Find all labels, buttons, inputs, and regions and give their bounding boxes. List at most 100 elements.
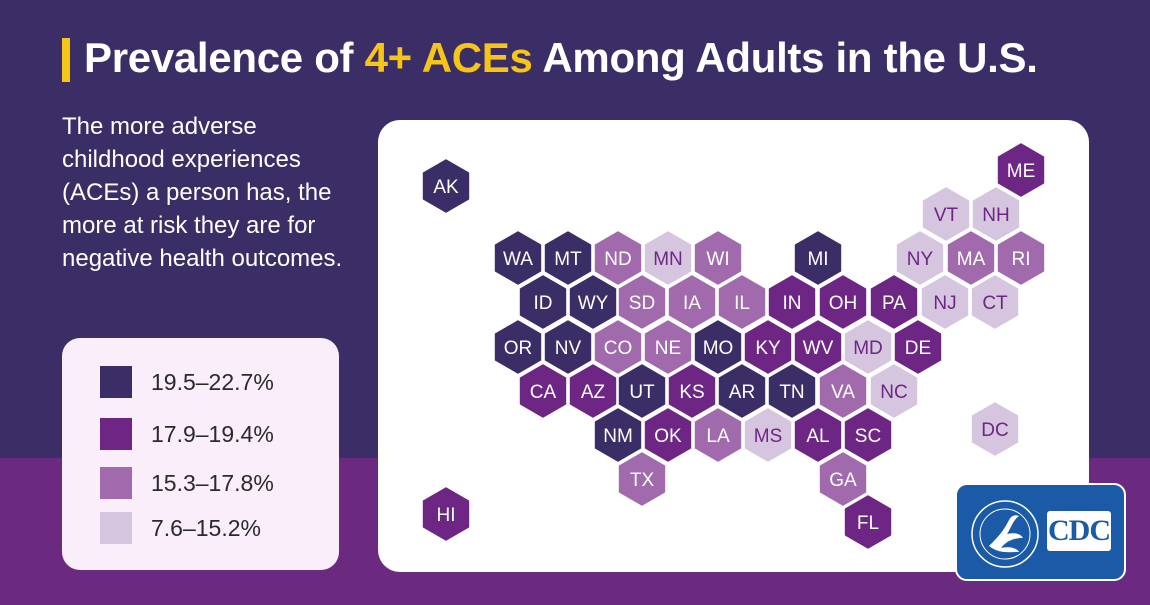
state-label: WY: [578, 293, 609, 314]
state-hex-shape: [995, 140, 1047, 200]
state-hex-shape: [792, 405, 844, 465]
state-hex-mi: MI: [792, 228, 844, 288]
state-hex-id: ID: [517, 272, 569, 332]
state-label: UT: [629, 382, 655, 403]
legend-swatch: [100, 366, 132, 398]
page-title: Prevalence of 4+ ACEs Among Adults in th…: [84, 34, 1038, 81]
state-hex-shape: [420, 484, 472, 544]
state-hex-ct: CT: [969, 272, 1021, 332]
state-label: MA: [957, 249, 986, 270]
legend-label: 17.9–19.4%: [151, 421, 274, 447]
state-hex-shape: [716, 361, 768, 421]
state-hex-shape: [742, 317, 794, 377]
state-label: IL: [734, 293, 750, 314]
state-label: ME: [1007, 161, 1036, 182]
state-hex-ar: AR: [716, 361, 768, 421]
state-hex-la: LA: [692, 405, 744, 465]
state-label: MI: [807, 249, 828, 270]
state-label: KS: [679, 382, 704, 403]
state-hex-shape: [868, 361, 920, 421]
state-label: KY: [755, 338, 781, 359]
state-hex-or: OR: [492, 317, 544, 377]
state-hex-ut: UT: [616, 361, 668, 421]
state-label: GA: [829, 470, 857, 491]
state-hex-il: IL: [716, 272, 768, 332]
state-label: VA: [831, 382, 855, 403]
state-label: NV: [555, 338, 582, 359]
state-hex-shape: [616, 272, 668, 332]
state-hex-shape: [792, 228, 844, 288]
state-label: LA: [706, 426, 730, 447]
state-label: AZ: [581, 382, 606, 403]
state-hex-shape: [592, 317, 644, 377]
title-highlight: 4+ ACEs: [364, 34, 533, 81]
state-hex-pa: PA: [868, 272, 920, 332]
intro-text: The more adverse childhood experiences (…: [62, 113, 343, 272]
state-hex-fl: FL: [842, 492, 894, 552]
state-hex-shape: [666, 272, 718, 332]
state-hex-wy: WY: [567, 272, 619, 332]
state-label: ID: [534, 293, 553, 314]
state-hex-ak: AK: [420, 156, 472, 216]
legend-label: 7.6–15.2%: [151, 515, 261, 541]
state-hex-shape: [766, 361, 818, 421]
state-hex-shape: [919, 272, 971, 332]
state-hex-in: IN: [766, 272, 818, 332]
state-label: FL: [857, 513, 879, 534]
state-hex-shape: [492, 317, 544, 377]
state-hex-ma: MA: [945, 228, 997, 288]
state-hex-shape: [616, 449, 668, 509]
hex-map-panel: AK ME VT NH WA MT ND MN WI MI NY MA RI ID WY SD IA IL IN OH…: [378, 120, 1089, 572]
state-label: OK: [654, 426, 682, 447]
state-hex-shape: [894, 228, 946, 288]
state-hex-shape: [692, 405, 744, 465]
state-hex-shape: [642, 317, 694, 377]
state-label: MO: [703, 338, 734, 359]
state-hex-ny: NY: [894, 228, 946, 288]
state-hex-ks: KS: [666, 361, 718, 421]
state-hex-shape: [642, 228, 694, 288]
state-label: NH: [982, 205, 1009, 226]
state-hex-nj: NJ: [919, 272, 971, 332]
state-label: ND: [604, 249, 631, 270]
state-hex-shape: [817, 449, 869, 509]
legend-label: 19.5–22.7%: [151, 369, 274, 395]
state-hex-sc: SC: [842, 405, 894, 465]
state-label: WV: [803, 338, 834, 359]
state-hex-wa: WA: [492, 228, 544, 288]
state-hex-shape: [742, 405, 794, 465]
state-hex-ia: IA: [666, 272, 718, 332]
state-hex-shape: [920, 184, 972, 244]
state-hex-shape: [842, 492, 894, 552]
state-hex-shape: [592, 228, 644, 288]
state-hex-az: AZ: [567, 361, 619, 421]
state-label: SD: [629, 293, 655, 314]
state-hex-shape: [817, 361, 869, 421]
state-label: CO: [604, 338, 633, 359]
state-hex-shape: [420, 156, 472, 216]
state-hex-sd: SD: [616, 272, 668, 332]
state-label: DE: [905, 338, 931, 359]
state-hex-al: AL: [792, 405, 844, 465]
state-hex-ga: GA: [817, 449, 869, 509]
state-label: AR: [729, 382, 755, 403]
state-hex-shape: [842, 405, 894, 465]
state-label: OR: [504, 338, 533, 359]
state-hex-hi: HI: [420, 484, 472, 544]
state-label: PA: [882, 293, 906, 314]
cdc-logo: CDC: [1047, 511, 1111, 551]
state-hex-shape: [616, 361, 668, 421]
state-hex-nd: ND: [592, 228, 644, 288]
state-label: SC: [855, 426, 881, 447]
state-hex-ms: MS: [742, 405, 794, 465]
state-label: OH: [829, 293, 858, 314]
state-hex-shape: [969, 272, 1021, 332]
state-label: MT: [554, 249, 582, 270]
state-label: NJ: [933, 293, 956, 314]
state-hex-shape: [970, 184, 1022, 244]
state-label: WI: [706, 249, 729, 270]
state-hex-nv: NV: [542, 317, 594, 377]
state-hex-shape: [542, 228, 594, 288]
legend-swatch: [100, 467, 132, 499]
state-hex-md: MD: [842, 317, 894, 377]
